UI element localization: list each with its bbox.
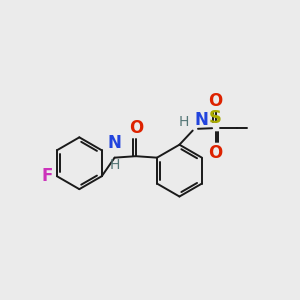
Text: H: H: [110, 158, 120, 172]
Text: N: N: [108, 134, 122, 152]
Text: H: H: [179, 115, 189, 129]
Text: N: N: [194, 111, 208, 129]
Text: S: S: [209, 109, 222, 127]
Text: O: O: [208, 144, 223, 162]
Text: O: O: [208, 92, 223, 110]
Text: O: O: [129, 119, 143, 137]
Text: F: F: [42, 167, 53, 185]
